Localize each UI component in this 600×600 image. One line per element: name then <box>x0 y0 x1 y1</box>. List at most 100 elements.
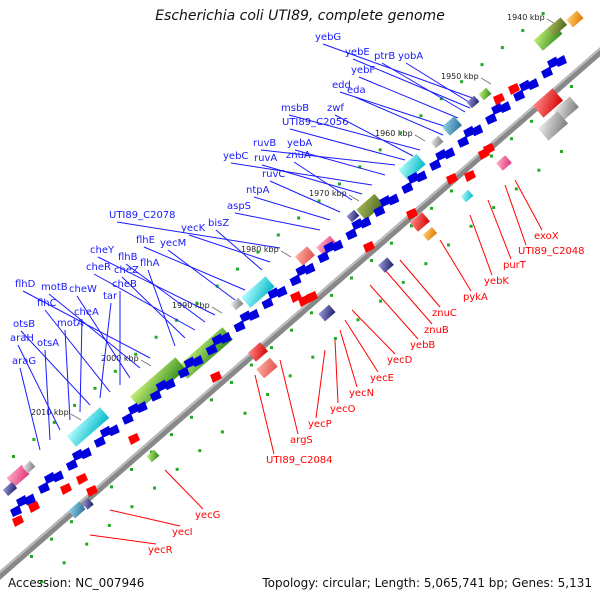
forward-gene-arrow <box>289 274 302 287</box>
track-tick-mark <box>510 137 513 141</box>
forward-gene-label: motA <box>57 318 84 329</box>
track-tick-mark <box>370 259 373 263</box>
track-tick-mark <box>390 241 393 245</box>
forward-gene-label: ruvC <box>262 169 285 180</box>
forward-gene-label: edd <box>332 80 351 91</box>
kbp-tick-mark <box>348 194 360 202</box>
track-tick-mark <box>276 233 280 237</box>
forward-leader-line <box>253 196 331 221</box>
forward-gene-arrow <box>457 135 470 148</box>
forward-gene-label: araG <box>12 356 36 367</box>
reverse-gene-arrow <box>363 241 375 253</box>
reverse-gene-label: yecD <box>387 355 413 366</box>
reverse-feature-block <box>256 357 278 379</box>
reverse-gene-arrow <box>210 371 222 383</box>
forward-gene-label: otsB <box>13 319 35 330</box>
track-tick-mark <box>52 420 56 424</box>
forward-leader-line <box>143 246 246 291</box>
forward-gene-arrow <box>93 435 106 448</box>
reverse-gene-label: UTI89_C2048 <box>518 246 585 257</box>
forward-leader-line <box>352 58 471 109</box>
track-tick-mark <box>401 280 405 284</box>
forward-gene-arrow <box>163 378 176 391</box>
reverse-feature-block <box>537 111 569 141</box>
accession-label: Accession: NC_007946 <box>8 576 145 590</box>
forward-feature-block <box>466 95 480 109</box>
forward-leader-line <box>48 293 141 369</box>
reverse-leader-line <box>254 374 275 455</box>
track-tick-mark <box>130 467 133 471</box>
track-tick-mark <box>450 189 453 193</box>
reverse-leader-line <box>504 184 527 246</box>
track-tick-mark <box>113 369 117 373</box>
track-tick-mark <box>134 352 138 356</box>
track-tick-mark <box>32 437 36 441</box>
forward-gene-label: motB <box>41 282 68 293</box>
forward-feature-block <box>241 276 275 308</box>
forward-gene-arrow <box>191 355 204 367</box>
map-title: Escherichia coli UTI89, complete genome <box>155 8 445 24</box>
forward-gene-arrow <box>401 181 414 194</box>
reverse-leader-line <box>315 349 326 419</box>
track-tick-mark <box>460 80 464 84</box>
forward-gene-label: UTI89_C2056 <box>282 117 349 128</box>
forward-gene-arrow <box>541 66 554 79</box>
reverse-gene-label: pykA <box>463 292 488 303</box>
forward-gene-label: flhE <box>136 235 155 246</box>
forward-leader-line <box>188 234 271 263</box>
reverse-feature-block <box>496 155 512 171</box>
track-tick-mark <box>297 216 301 220</box>
forward-gene-arrow <box>415 170 428 183</box>
kbp-tick-mark <box>70 413 82 421</box>
track-tick-mark <box>560 150 563 153</box>
forward-feature-block <box>430 135 444 149</box>
forward-gene-label: yecK <box>181 223 206 234</box>
reverse-gene-label: exoX <box>534 231 559 242</box>
kbp-tick-label: 1980 kbp <box>241 245 279 254</box>
forward-gene-label: ruvA <box>254 153 277 164</box>
forward-feature-block <box>566 10 584 28</box>
track-tick-mark <box>356 318 360 322</box>
kbp-tick-mark <box>211 306 223 314</box>
forward-gene-label: yebF <box>351 65 375 76</box>
reverse-gene-arrow <box>12 515 24 527</box>
forward-leader-line <box>261 164 363 195</box>
forward-gene-label: yecM <box>160 238 186 249</box>
kbp-tick-mark <box>414 134 426 142</box>
forward-gene-label: araH <box>10 333 34 344</box>
track-tick-mark <box>175 467 179 471</box>
forward-gene-label: ntpA <box>246 185 270 196</box>
forward-gene-label: flhD <box>15 279 36 290</box>
kbp-tick-label: 1950 kbp <box>441 72 479 81</box>
track-tick-mark <box>310 311 313 315</box>
topology-summary: Topology: circular; Length: 5,065,741 bp… <box>262 576 592 590</box>
kbp-tick-mark <box>140 359 152 367</box>
reverse-gene-label: purT <box>503 260 527 271</box>
forward-gene-label: yebA <box>287 138 312 149</box>
forward-leader-line <box>288 114 421 151</box>
track-tick-mark <box>170 433 173 437</box>
track-tick-mark <box>469 224 473 228</box>
forward-leader-line <box>260 149 396 166</box>
track-tick-mark <box>333 336 337 340</box>
track-tick-mark <box>30 555 33 558</box>
kbp-tick-label: 1940 kbp <box>507 13 545 22</box>
track-tick-mark <box>330 293 333 297</box>
track-tick-mark <box>500 46 504 50</box>
forward-leader-line <box>79 318 83 413</box>
feature-layer <box>2 10 584 527</box>
reverse-gene-arrow <box>493 93 505 105</box>
forward-gene-label: msbB <box>281 103 309 114</box>
forward-gene-label: aspS <box>227 201 251 212</box>
reverse-gene-arrow <box>60 483 72 495</box>
forward-leader-line <box>99 302 112 399</box>
track-tick-mark <box>230 380 233 384</box>
forward-feature-block <box>230 297 244 311</box>
reverse-gene-arrow <box>446 173 458 185</box>
track-tick-mark <box>266 393 270 397</box>
forward-gene-arrow <box>345 228 358 241</box>
forward-gene-label: bisZ <box>208 218 229 229</box>
track-tick-mark <box>73 403 77 407</box>
reverse-gene-label: znuC <box>432 308 457 319</box>
